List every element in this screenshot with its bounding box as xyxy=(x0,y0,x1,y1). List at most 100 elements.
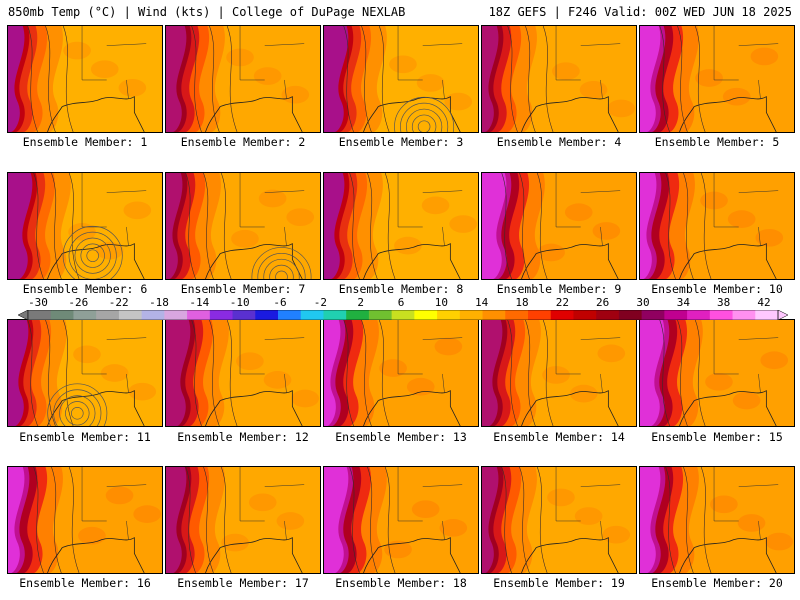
state-border xyxy=(555,320,621,393)
colorbar-swatch xyxy=(573,310,597,320)
contour-line xyxy=(203,467,214,573)
colorbar-swatch xyxy=(528,310,552,320)
contour-line xyxy=(683,467,694,573)
colorbar-tick-label: -14 xyxy=(189,296,210,309)
colorbar-tick-label: 30 xyxy=(636,296,650,309)
cyclone-contour xyxy=(53,389,102,426)
temperature-band xyxy=(482,26,499,132)
colorbar-swatch xyxy=(459,310,484,320)
state-border xyxy=(397,173,463,246)
temperature-band xyxy=(166,467,187,573)
colorbar-swatch xyxy=(118,310,143,320)
temperature-field xyxy=(8,26,162,132)
state-border xyxy=(713,320,779,393)
contour-line xyxy=(185,173,196,279)
contour-line xyxy=(519,173,530,279)
member-caption: Ensemble Member: 16 xyxy=(19,576,151,590)
colorbar-tick-label: 38 xyxy=(717,296,731,309)
ensemble-member-map xyxy=(165,25,321,133)
cyclone-contour xyxy=(269,264,294,279)
coastline xyxy=(536,389,619,426)
coastline xyxy=(62,536,145,573)
colorbar-tick-label: 18 xyxy=(515,296,529,309)
contour-line xyxy=(537,467,548,573)
ensemble-member-map xyxy=(481,466,637,574)
member-caption: Ensemble Member: 18 xyxy=(335,576,467,590)
temperature-field xyxy=(8,320,162,426)
temperature-band xyxy=(482,320,503,426)
state-border xyxy=(397,26,463,99)
ensemble-member-map xyxy=(639,319,795,427)
coastline xyxy=(220,95,303,132)
colorbar-tick-label: 42 xyxy=(757,296,771,309)
colorbar-swatch xyxy=(28,310,52,320)
contour-line xyxy=(700,173,712,279)
state-border xyxy=(713,26,779,99)
colorbar-swatch xyxy=(232,310,256,320)
temperature-field xyxy=(324,173,478,279)
member-caption: Ensemble Member: 8 xyxy=(338,282,464,296)
contour-line xyxy=(700,467,712,573)
temperature-field xyxy=(166,467,320,573)
colorbar-swatch xyxy=(550,310,574,320)
contour-line xyxy=(659,26,670,132)
contour-line xyxy=(226,320,238,426)
cyclone-contour xyxy=(68,231,117,279)
contour-line xyxy=(191,320,202,426)
ensemble-member-map xyxy=(481,172,637,280)
contour-line xyxy=(63,320,74,426)
member-caption: Ensemble Member: 19 xyxy=(493,576,625,590)
ensemble-member-map xyxy=(639,466,795,574)
member-caption: Ensemble Member: 4 xyxy=(496,135,622,149)
contour-line xyxy=(677,320,688,426)
cyclone-contour xyxy=(251,247,312,279)
ensemble-member-map xyxy=(639,25,795,133)
contour-line xyxy=(665,467,676,573)
contour-line xyxy=(367,467,378,573)
contour-line xyxy=(68,467,80,573)
colorbar-tick-label: 26 xyxy=(596,296,610,309)
ensemble-member-map xyxy=(481,25,637,133)
contour-line xyxy=(525,26,536,132)
temperature-band xyxy=(482,467,499,573)
coastline xyxy=(694,242,777,279)
contour-line xyxy=(51,467,62,573)
contour-line xyxy=(665,173,676,279)
contour-line xyxy=(361,26,372,132)
contour-line xyxy=(63,26,74,132)
colorbar-swatch xyxy=(641,310,665,320)
ensemble-member-map xyxy=(323,319,479,427)
colorbar-tick-label: -18 xyxy=(149,296,169,309)
contour-line xyxy=(507,26,518,132)
state-border xyxy=(81,320,147,393)
colorbar-swatch xyxy=(50,310,74,320)
coastline xyxy=(378,389,461,426)
coastline xyxy=(536,536,619,573)
colorbar-swatch xyxy=(437,310,461,320)
colorbar-tick-label: -6 xyxy=(273,296,287,309)
colorbar-tick-label: -2 xyxy=(313,296,327,309)
member-caption: Ensemble Member: 17 xyxy=(177,576,309,590)
state-border xyxy=(713,467,779,540)
colorbar-swatch xyxy=(709,310,734,320)
contour-line xyxy=(27,26,38,132)
member-caption: Ensemble Member: 1 xyxy=(22,135,148,149)
ensemble-member-map xyxy=(165,466,321,574)
colorbar-swatch xyxy=(618,310,643,320)
coastline xyxy=(220,536,303,573)
temperature-band xyxy=(166,320,191,426)
temperature-field xyxy=(640,26,794,132)
temperature-colorbar xyxy=(18,310,788,320)
contour-line xyxy=(501,173,512,279)
member-caption: Ensemble Member: 11 xyxy=(19,430,151,444)
coastline xyxy=(536,95,619,132)
coastline xyxy=(378,536,461,573)
member-caption: Ensemble Member: 2 xyxy=(180,135,306,149)
temperature-field xyxy=(324,26,478,132)
state-border xyxy=(239,26,305,99)
colorbar-swatch xyxy=(141,310,165,320)
member-caption: Ensemble Member: 20 xyxy=(651,576,783,590)
state-border xyxy=(239,173,305,246)
colorbar-tick-label: 6 xyxy=(397,296,405,309)
colorbar-swatch xyxy=(300,310,324,320)
